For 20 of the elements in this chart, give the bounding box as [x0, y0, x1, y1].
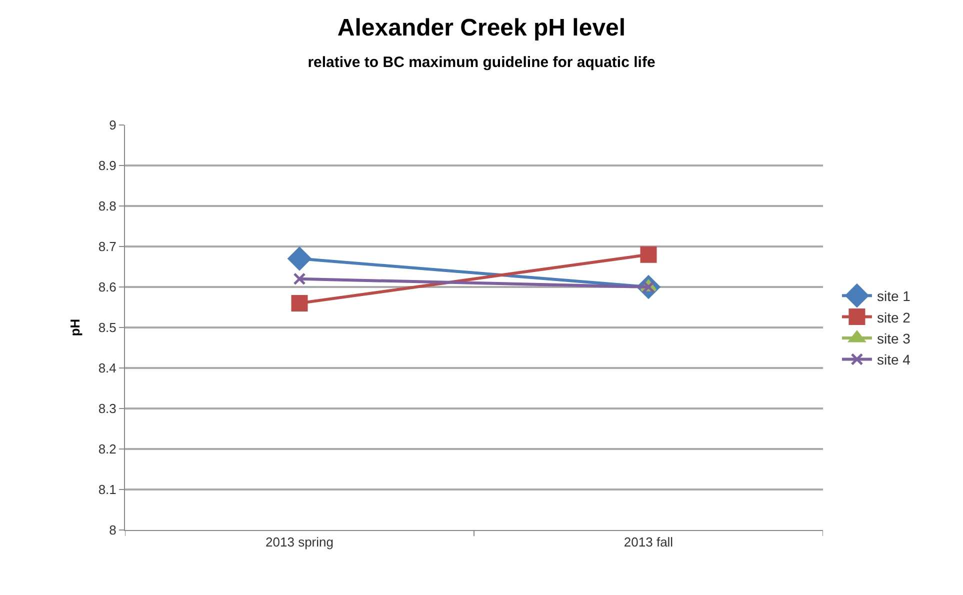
- y-tick-label: 8.6: [98, 280, 116, 295]
- y-tick-label: 8.9: [98, 158, 116, 174]
- y-tick-label: 9: [109, 118, 116, 133]
- y-tick-label: 8.2: [98, 442, 116, 457]
- y-tick-label: 8.5: [98, 320, 116, 336]
- y-tick-label: 8: [109, 522, 116, 538]
- y-axis-title: pH: [67, 318, 82, 336]
- x-tick-label: 2013 fall: [624, 534, 674, 550]
- y-tick-label: 8.8: [98, 198, 116, 214]
- y-tick-label: 8.7: [98, 239, 116, 254]
- legend-label: site 1: [876, 288, 911, 304]
- y-tick-label: 8.4: [98, 360, 116, 376]
- chart-title: Alexander Creek pH level: [337, 14, 626, 42]
- legend-label: site 4: [876, 352, 911, 368]
- legend-label: site 3: [876, 330, 911, 346]
- y-tick-label: 8.1: [98, 482, 116, 498]
- x-tick-label: 2013 spring: [266, 534, 334, 550]
- legend-label: site 2: [876, 309, 911, 326]
- y-tick-label: 8.3: [98, 401, 116, 416]
- chart-subtitle: relative to BC maximum guideline for aquatic life: [308, 54, 656, 71]
